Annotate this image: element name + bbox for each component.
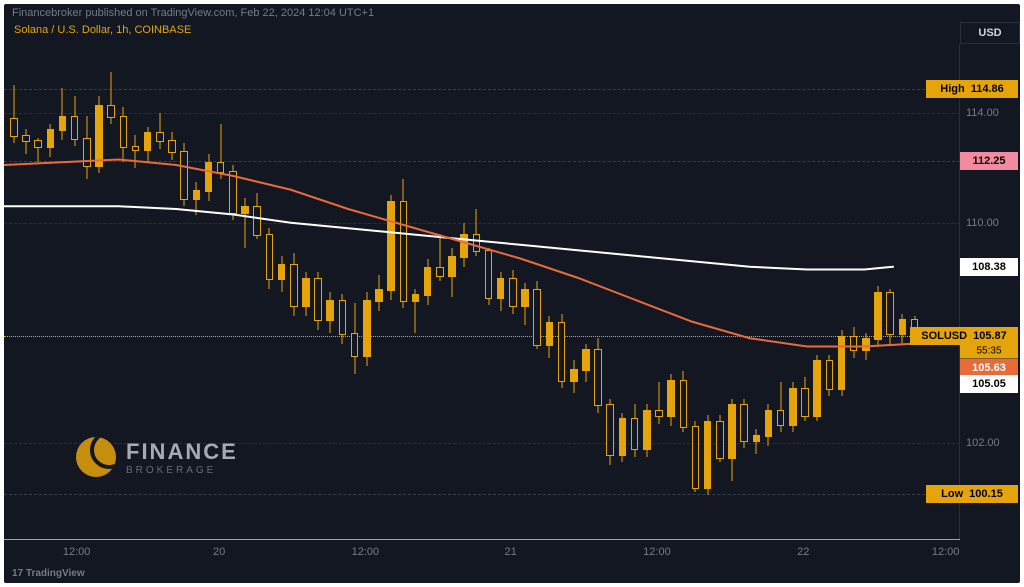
x-tick: 20	[213, 546, 225, 558]
price-badge: Low100.15	[926, 485, 1018, 503]
price-badge: 55:35	[960, 343, 1018, 358]
price-axis[interactable]: 114.00110.00102.00High114.86112.25108.38…	[960, 44, 1020, 539]
y-tick: 110.00	[966, 217, 999, 229]
symbol-label[interactable]: Solana / U.S. Dollar, 1h, COINBASE	[14, 24, 191, 36]
price-badge: 105.05	[960, 375, 1018, 393]
time-axis[interactable]: 12:00 20 12:00 21 12:00 22 12:00	[4, 539, 960, 568]
chart-frame: Financebroker published on TradingView.c…	[4, 4, 1020, 583]
x-tick: 22	[797, 546, 809, 558]
footer-attribution[interactable]: 17 TradingView	[12, 568, 85, 579]
price-badge: High114.86	[926, 80, 1018, 98]
logo-icon	[76, 437, 116, 477]
top-bar: Financebroker published on TradingView.c…	[4, 4, 1020, 22]
symbol-bar: Solana / U.S. Dollar, 1h, COINBASE USD	[4, 22, 960, 42]
price-badge: 112.25	[960, 152, 1018, 170]
x-tick: 21	[505, 546, 517, 558]
x-tick: 12:00	[643, 546, 671, 558]
x-tick: 12:00	[352, 546, 380, 558]
publisher-text: Financebroker published on TradingView.c…	[12, 4, 374, 22]
x-tick: 12:00	[63, 546, 91, 558]
logo-text: FINANCE BROKERAGE	[126, 439, 238, 476]
y-tick: 102.00	[966, 437, 1000, 449]
y-tick: 114.00	[966, 107, 999, 119]
currency-toggle[interactable]: USD	[960, 22, 1020, 44]
watermark-logo: FINANCE BROKERAGE	[76, 437, 238, 477]
x-tick: 12:00	[932, 546, 960, 558]
price-badge: 108.38	[960, 258, 1018, 276]
tv-glyph: 17	[12, 568, 23, 579]
